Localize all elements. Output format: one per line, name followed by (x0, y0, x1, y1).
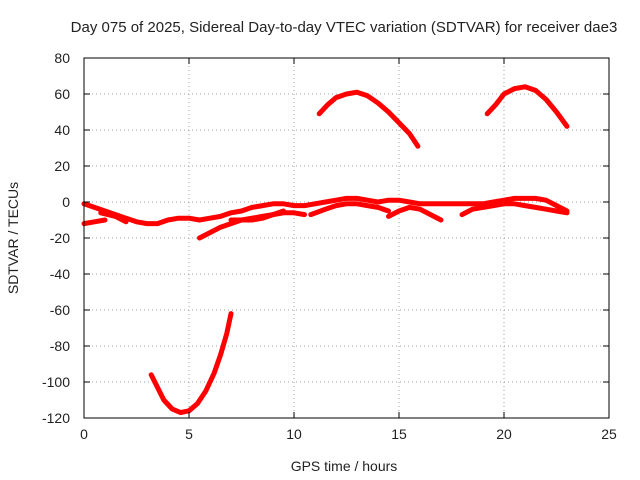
x-tick-label: 0 (80, 426, 88, 442)
y-tick-label: 40 (54, 122, 70, 138)
y-tick-label: 20 (54, 158, 70, 174)
series-early-low-a (81, 217, 108, 227)
y-tick-label: -120 (42, 410, 70, 426)
x-tick-label: 10 (286, 426, 302, 442)
series-mid-band-d (386, 204, 444, 223)
series-arc-high-1 (316, 89, 421, 149)
x-tick-label: 5 (185, 426, 193, 442)
y-axis-label: SDTVAR / TECUs (5, 182, 21, 294)
x-axis-label: GPS time / hours (291, 458, 398, 474)
series-late-band-b (459, 201, 570, 218)
series-arc-low (148, 311, 234, 416)
plot-frame (83, 57, 610, 419)
x-tick-label: 20 (496, 426, 512, 442)
y-tick-label: -80 (50, 338, 70, 354)
y-tick-label: -60 (50, 302, 70, 318)
x-tick-label: 25 (601, 426, 617, 442)
series-early-low-b (98, 210, 129, 225)
y-tick-label: 80 (54, 50, 70, 66)
series-mid-band-b (228, 208, 286, 223)
series-main-band (81, 195, 570, 227)
y-tick-label: -40 (50, 266, 70, 282)
y-tick-label: -20 (50, 230, 70, 246)
axis-ticks: 0 5 10 15 20 25 -120 -100 -80 -60 -40 -20 0 20 40 60 80 (42, 50, 617, 442)
y-tick-label: 0 (62, 194, 70, 210)
grid (84, 58, 609, 418)
series-arc-high-2 (484, 84, 570, 129)
y-tick-label: 60 (54, 86, 70, 102)
data-series (81, 84, 570, 416)
y-tick-label: -100 (42, 374, 70, 390)
chart-title: Day 075 of 2025, Sidereal Day-to-day VTE… (71, 19, 618, 36)
series-mid-band-c (308, 201, 391, 218)
x-tick-label: 15 (391, 426, 407, 442)
